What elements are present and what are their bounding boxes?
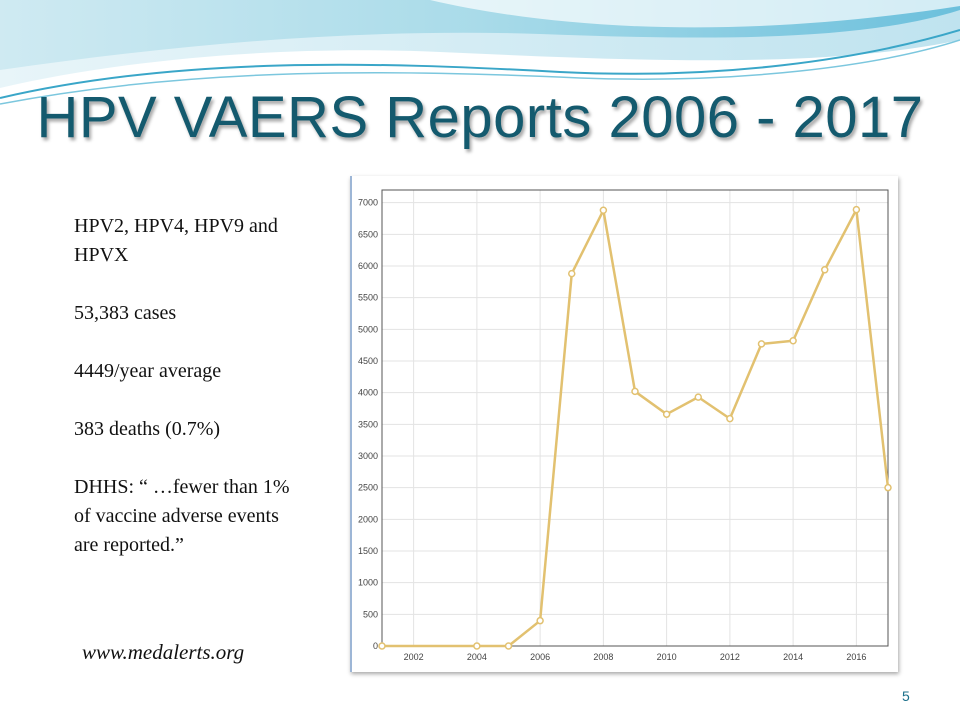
plot-area <box>382 190 888 646</box>
y-tick-label: 0 <box>373 641 378 651</box>
wave-line-1 <box>0 29 960 99</box>
page-number: 5 <box>902 688 910 704</box>
data-point[interactable] <box>631 387 639 396</box>
y-tick-label: 4500 <box>358 356 378 366</box>
wave-line-2 <box>0 39 960 105</box>
x-tick-label: 2016 <box>846 652 866 662</box>
source-website[interactable]: www.medalerts.org <box>82 640 245 664</box>
vaccine-list-text: HPV2, HPV4, HPV9 and HPVX <box>74 215 278 266</box>
chart-container: 0 500 1000 1500 2000 2500 3000 3500 4000 4500 5000… <box>350 176 898 672</box>
data-point[interactable] <box>568 269 576 278</box>
y-tick-label: 1000 <box>358 578 378 588</box>
deaths-text: 383 deaths (0.7%) <box>74 418 221 440</box>
y-tick-label: 7000 <box>358 198 378 208</box>
x-tick-label: 2004 <box>467 652 487 662</box>
y-tick-label: 2500 <box>358 483 378 493</box>
y-tick-label: 500 <box>363 609 378 619</box>
data-point[interactable] <box>473 642 481 650</box>
data-point[interactable] <box>599 206 608 215</box>
y-tick-label: 4000 <box>358 388 378 398</box>
data-point[interactable] <box>694 393 702 401</box>
data-point[interactable] <box>662 410 671 418</box>
y-tick-label: 6000 <box>358 261 378 271</box>
data-point[interactable] <box>884 483 892 492</box>
line-chart: 0 500 1000 1500 2000 2500 3000 3500 4000 4500 5000… <box>358 189 892 662</box>
dhhs-quote-text: DHHS: “ …fewer than 1% of vaccine advers… <box>74 476 290 556</box>
data-point[interactable] <box>504 642 513 650</box>
summary-text-block: HPV2, HPV4, HPV9 and HPVX 53,383 cases 4… <box>74 212 304 560</box>
x-tick-label: 2008 <box>593 652 613 662</box>
wave-white-sweep <box>430 0 960 28</box>
data-point[interactable] <box>821 266 829 274</box>
data-point[interactable] <box>757 340 766 348</box>
y-tick-label: 3000 <box>358 451 378 461</box>
y-tick-label: 1500 <box>358 546 378 556</box>
plot-border <box>381 189 889 647</box>
data-point[interactable] <box>852 205 861 214</box>
x-tick-label: 2006 <box>530 652 550 662</box>
y-tick-label: 2000 <box>358 514 378 524</box>
y-tick-label: 6500 <box>358 229 378 239</box>
y-tick-label: 5500 <box>358 293 378 303</box>
data-point[interactable] <box>378 642 386 650</box>
x-tick-label: 2002 <box>404 652 424 662</box>
slide-title: HPV VAERS Reports 2006 - 2017 <box>36 85 924 150</box>
x-tick-label: 2012 <box>720 652 740 662</box>
case-count-text: 53,383 cases <box>74 302 177 324</box>
y-tick-label: 5000 <box>358 324 378 334</box>
yearly-average-text: 4449/year average <box>74 360 222 382</box>
data-point[interactable] <box>789 336 797 345</box>
y-tick-label: 3500 <box>358 419 378 429</box>
decorative-waves <box>0 0 960 105</box>
data-point[interactable] <box>726 414 734 423</box>
data-point[interactable] <box>536 616 544 625</box>
x-tick-label: 2010 <box>657 652 677 662</box>
x-tick-label: 2014 <box>783 652 803 662</box>
